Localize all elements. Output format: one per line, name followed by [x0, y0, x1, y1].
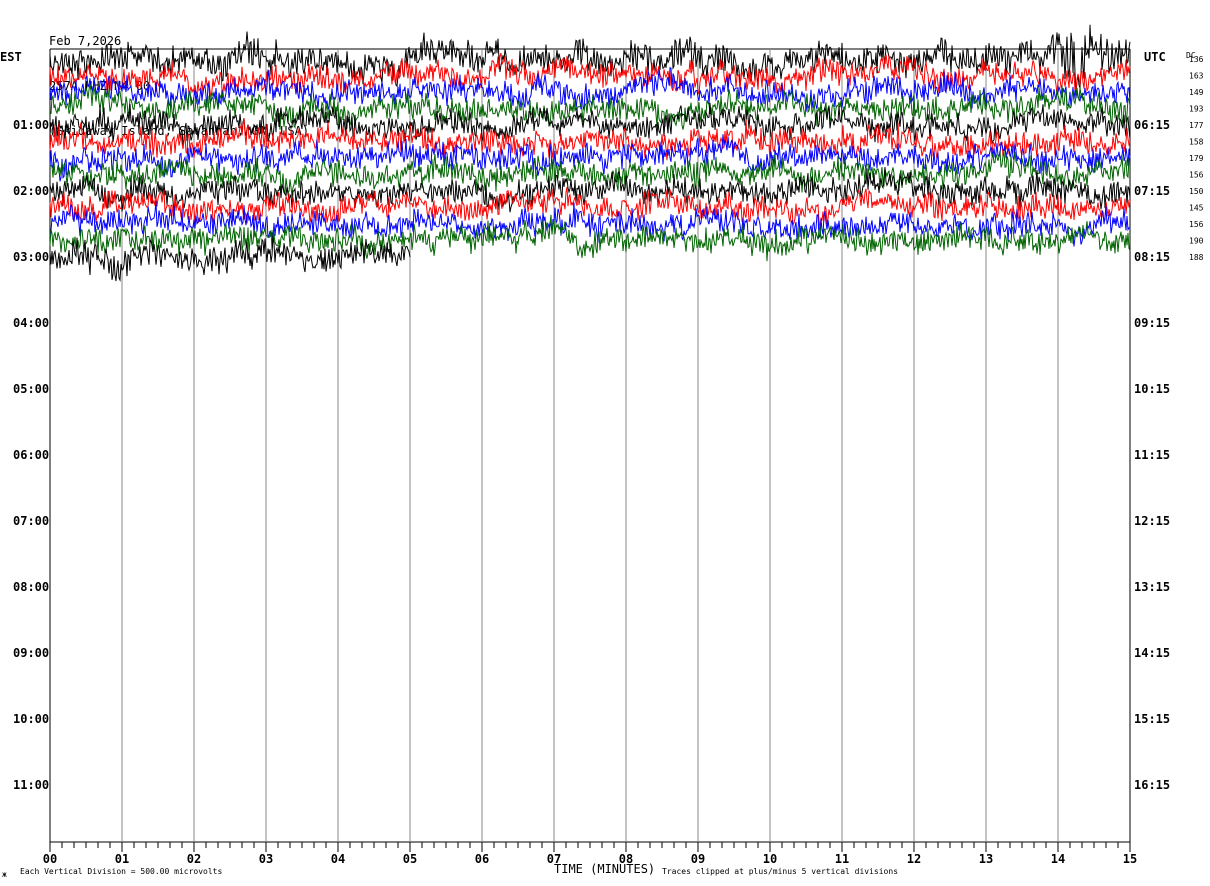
right-hour-label: 15:15 [1134, 712, 1170, 726]
trace-line [49, 187, 1131, 229]
trace-line [49, 102, 1131, 145]
left-hour-label: 02:00 [13, 184, 49, 198]
left-hour-label: 10:00 [13, 712, 49, 726]
x-axis-title: TIME (MINUTES) [554, 862, 656, 876]
x-tick-label: 06 [475, 852, 489, 866]
seismic-traces [49, 24, 1131, 283]
x-tick-label: 02 [187, 852, 201, 866]
x-tick-label: 15 [1123, 852, 1137, 866]
x-tick-label: 00 [43, 852, 57, 866]
dc-offset-value: 158 [1189, 138, 1204, 147]
corner-mark: ж [2, 870, 7, 879]
x-tick-label: 04 [331, 852, 345, 866]
left-hour-label: 03:00 [13, 250, 49, 264]
x-tick-label: 09 [691, 852, 705, 866]
trace-line [49, 24, 1131, 93]
dc-offset-value: 149 [1189, 88, 1204, 97]
trace-line [49, 214, 1131, 262]
left-timezone-label: EST [0, 50, 22, 64]
right-hour-label: 07:15 [1134, 184, 1170, 198]
right-hour-label: 08:15 [1134, 250, 1170, 264]
x-tick-label: 12 [907, 852, 921, 866]
dc-header-label: DC [1186, 51, 1196, 60]
x-tick-label: 13 [979, 852, 993, 866]
dc-offset-value: 150 [1189, 187, 1204, 196]
dc-offset-value: 145 [1189, 204, 1204, 213]
x-tick-label: 05 [403, 852, 417, 866]
left-hour-label: 09:00 [13, 646, 49, 660]
dc-offset-value: 163 [1189, 72, 1204, 81]
right-hour-label: 14:15 [1134, 646, 1170, 660]
trace-line [49, 201, 1131, 247]
dc-offset-value: 190 [1189, 237, 1204, 246]
left-hour-label: 05:00 [13, 382, 49, 396]
trace-line [49, 118, 1131, 161]
x-tick-label: 14 [1051, 852, 1065, 866]
trace-line [49, 134, 1131, 182]
right-hour-label: 10:15 [1134, 382, 1170, 396]
scale-note: Each Vertical Division = 500.00 microvol… [20, 867, 223, 876]
dc-offset-value: 177 [1189, 121, 1204, 130]
right-hour-label: 09:15 [1134, 316, 1170, 330]
right-timezone-label: UTC [1144, 50, 1166, 64]
right-hour-label: 11:15 [1134, 448, 1170, 462]
left-hour-label: 04:00 [13, 316, 49, 330]
x-tick-label: 03 [259, 852, 273, 866]
left-hour-label: 07:00 [13, 514, 49, 528]
trace-line [49, 66, 1131, 112]
dc-offset-value: 156 [1189, 171, 1204, 180]
left-hour-label: 08:00 [13, 580, 49, 594]
right-hour-label: 16:15 [1134, 778, 1170, 792]
right-hour-label: 12:15 [1134, 514, 1170, 528]
dc-offset-value: 179 [1189, 154, 1204, 163]
plot-date: Feb 7,2026 [49, 34, 122, 48]
trace-line [49, 236, 411, 283]
x-tick-label: 11 [835, 852, 849, 866]
right-hour-label: 06:15 [1134, 118, 1170, 132]
trace-line [49, 83, 1131, 130]
left-hour-label: 11:00 [13, 778, 49, 792]
clip-note: Traces clipped at plus/minus 5 vertical … [662, 867, 899, 876]
x-tick-label: 08 [619, 852, 633, 866]
dc-offset-value: 193 [1189, 105, 1204, 114]
left-hour-label: 06:00 [13, 448, 49, 462]
dc-offset-value: 136 [1189, 55, 1204, 64]
right-hour-label: 13:15 [1134, 580, 1170, 594]
left-hour-label: 01:00 [13, 118, 49, 132]
x-tick-label: 07 [547, 852, 561, 866]
x-tick-label: 01 [115, 852, 129, 866]
dc-offset-value: 188 [1189, 253, 1204, 262]
axis-labels: EST UTC DC 00 01 02 03 04 05 06 07 08 09 10 11 12 13 1… [0, 50, 1204, 866]
x-tick-label: 10 [763, 852, 777, 866]
dc-offset-value: 156 [1189, 220, 1204, 229]
